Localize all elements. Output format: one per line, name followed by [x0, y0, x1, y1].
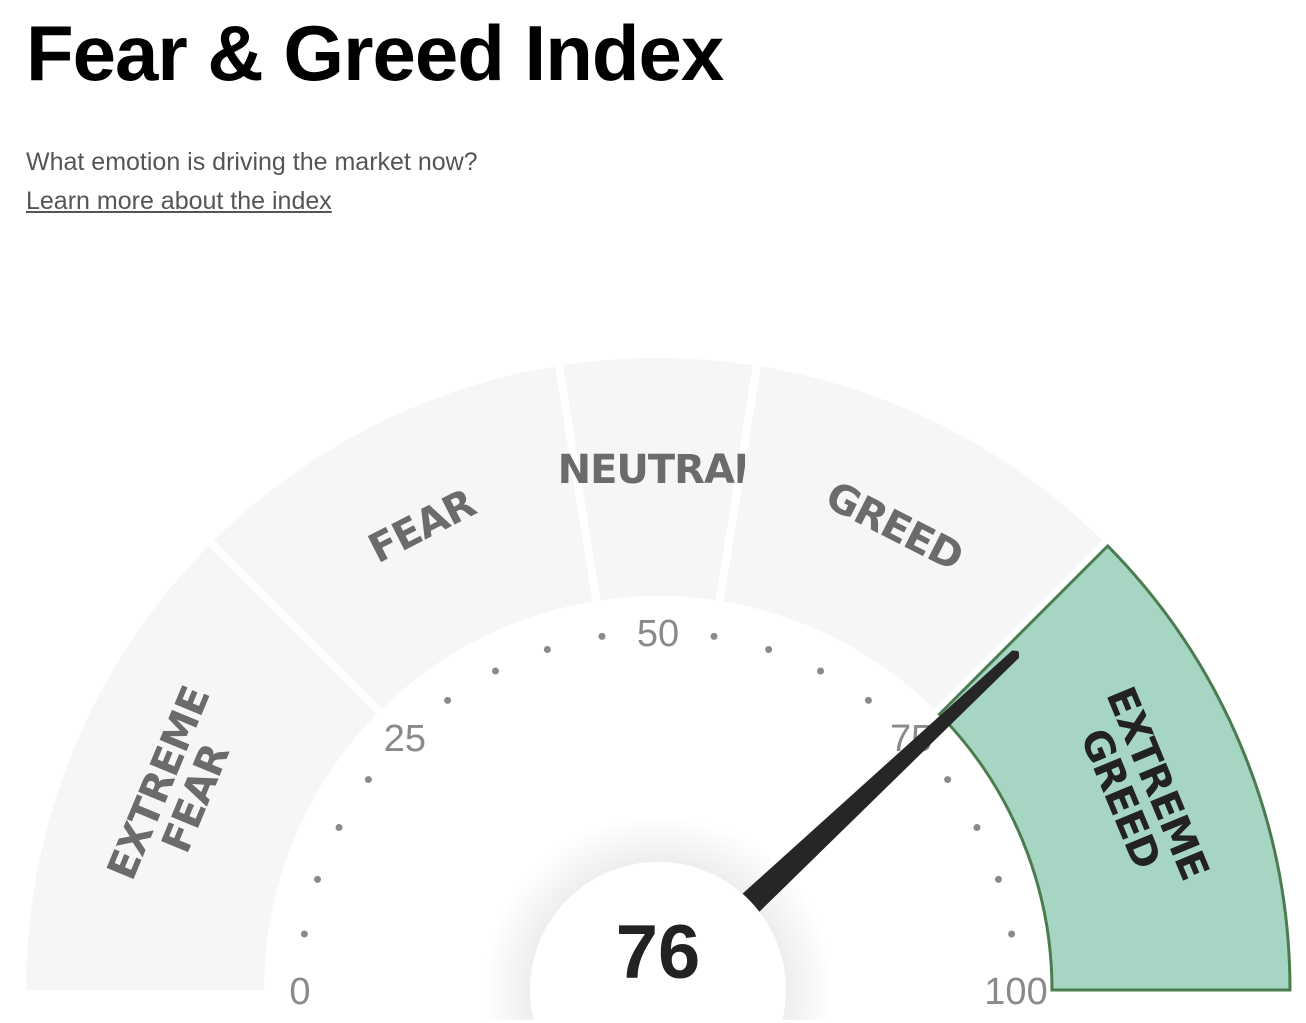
tick-dot [598, 632, 606, 640]
index-value: 76 [616, 910, 701, 995]
page-subtitle: What emotion is driving the market now? [26, 148, 478, 176]
tick-dot [973, 823, 981, 831]
segment-extreme-greed [937, 543, 1292, 992]
tick-dot [335, 823, 343, 831]
tick-dot [1008, 930, 1016, 938]
tick-dot [765, 646, 773, 654]
needle [736, 650, 1020, 918]
tick-dot [364, 776, 372, 784]
segment-extreme-fear [26, 545, 377, 990]
segment-neutral [563, 357, 753, 601]
tick-dot [864, 696, 872, 704]
segment-fear [213, 366, 593, 709]
tick-label: 0 [289, 971, 310, 1013]
tick-dot [444, 696, 452, 704]
tick-dot [314, 875, 322, 883]
tick-dot [817, 667, 825, 675]
tick-label: 50 [637, 613, 679, 655]
dial-center [530, 861, 786, 1020]
tick-dot [994, 875, 1002, 883]
segment-label: NEUTRAL [558, 447, 759, 493]
tick-dot [300, 930, 308, 938]
page-title: Fear & Greed Index [26, 9, 724, 97]
segment-greed [723, 366, 1103, 709]
tick-label: 100 [984, 971, 1047, 1013]
tick-dot [491, 667, 499, 675]
tick-dot [944, 776, 952, 784]
segment-label-line: NEUTRAL [558, 447, 759, 493]
tick-dot [710, 632, 718, 640]
learn-more-link[interactable]: Learn more about the index [26, 187, 332, 215]
tick-dot [543, 646, 551, 654]
tick-label: 25 [384, 718, 426, 760]
